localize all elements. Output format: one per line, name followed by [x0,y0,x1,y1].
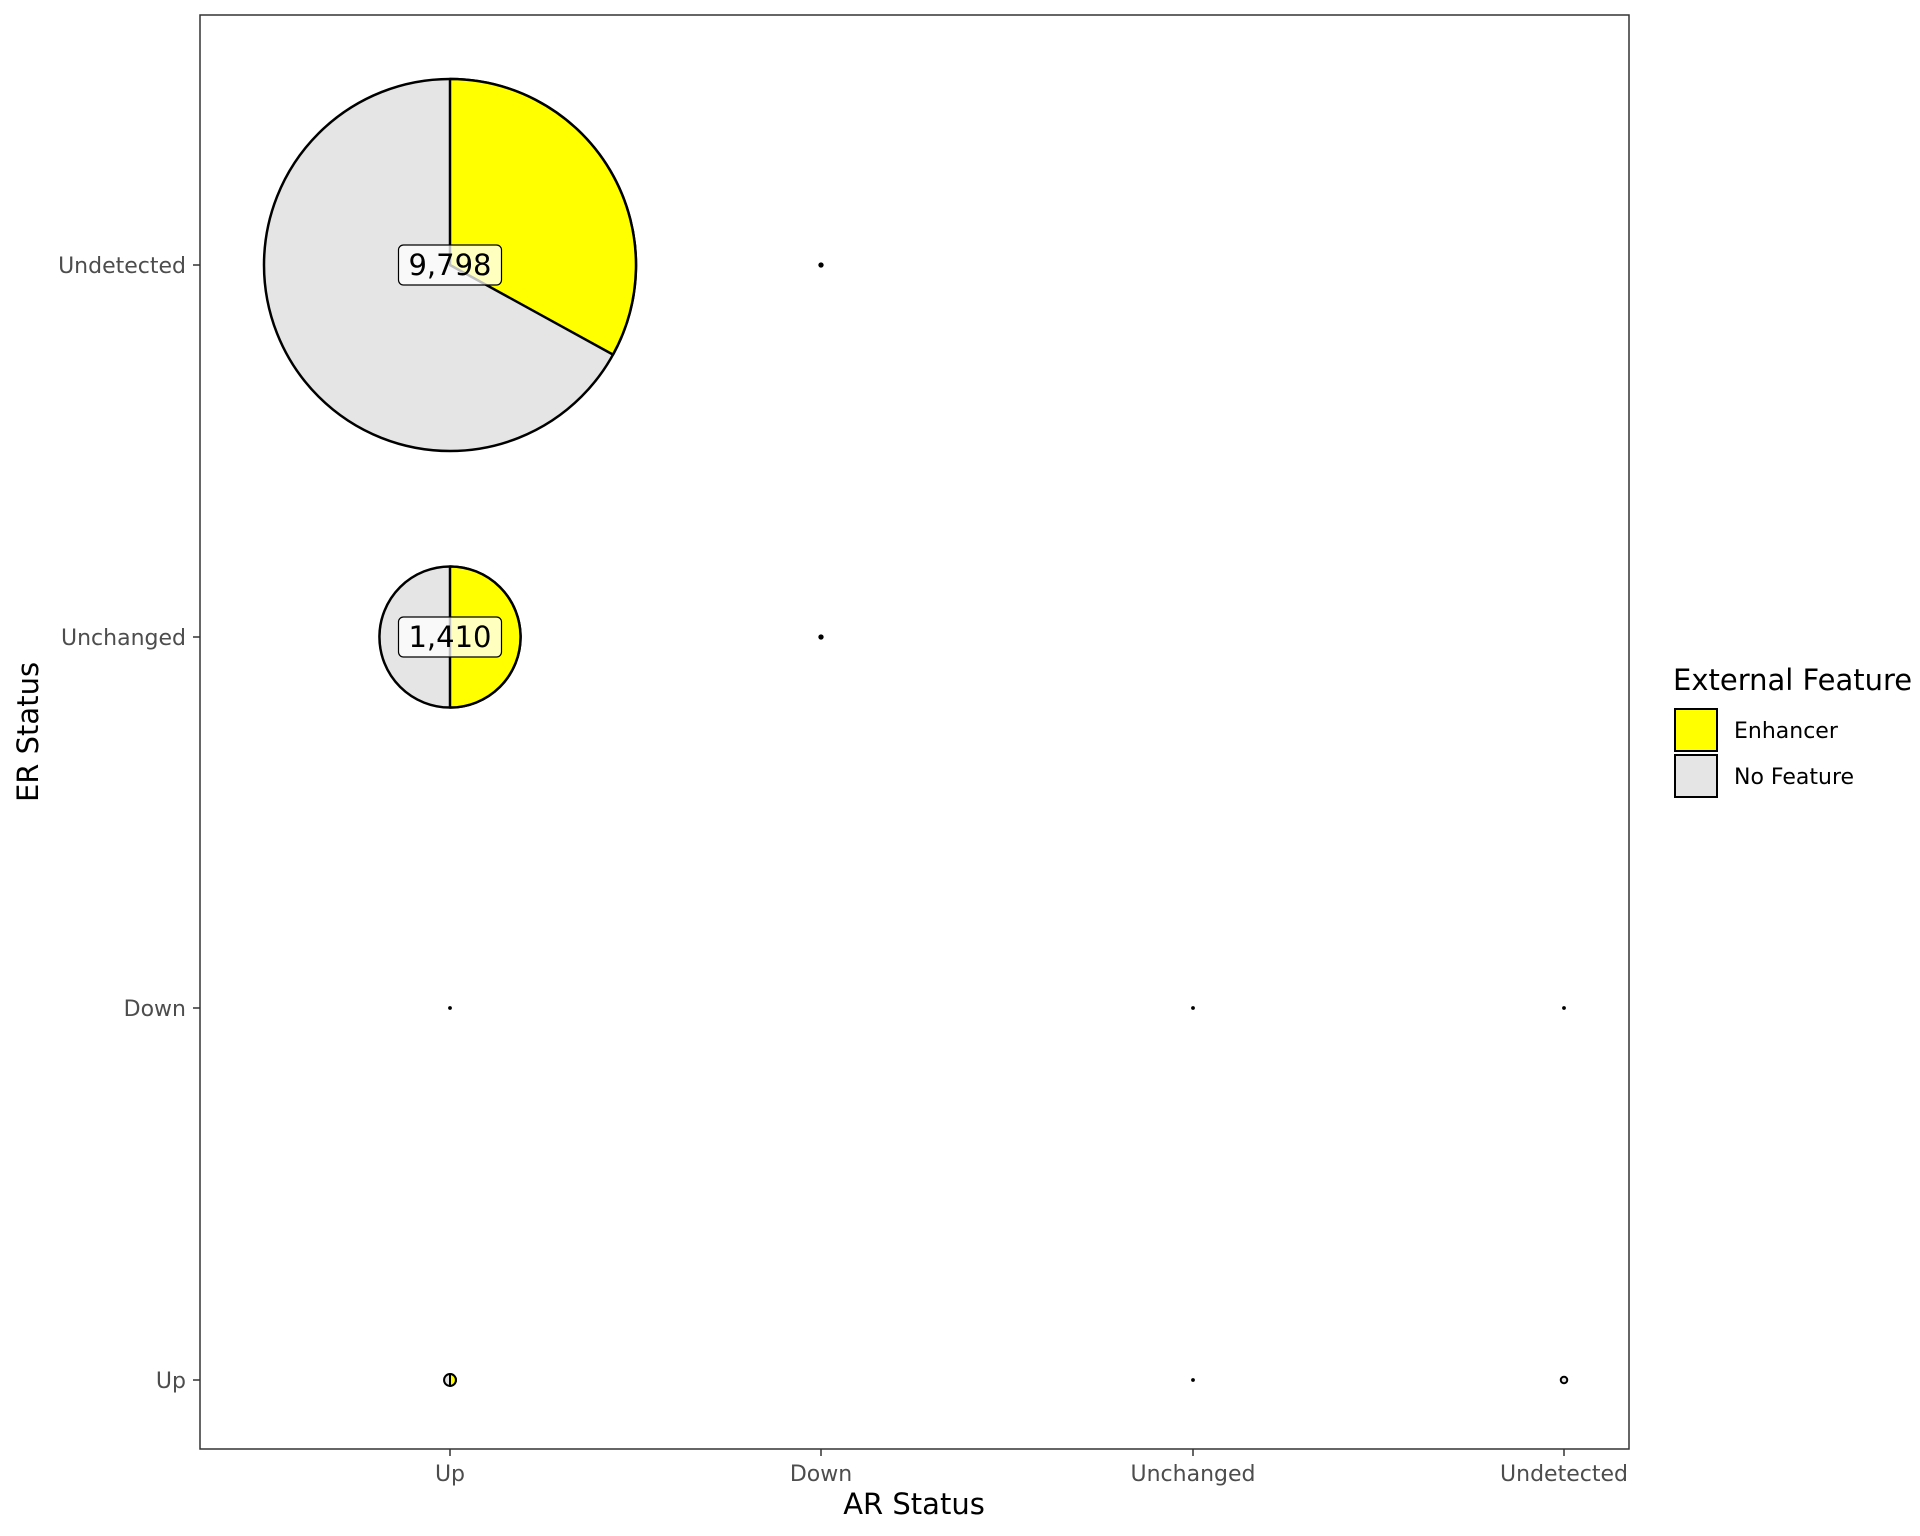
x-tick-label-up: Up [435,1462,465,1487]
data-label-box [397,616,503,658]
legend: External Feature Enhancer No Feature [1673,663,1912,798]
pie-dot [1191,1006,1195,1010]
legend-label-no-feature: No Feature [1734,765,1854,790]
pie-undetected-up [1559,1375,1569,1385]
y-tick-label-unchanged: Unchanged [61,626,186,651]
y-tick-label-up: Up [156,1369,186,1394]
slice-enhancer [449,1373,457,1387]
y-tick-label-undetected: Undetected [58,254,186,279]
x-tick-label-down: Down [790,1462,852,1487]
legend-key-enhancer [1674,708,1718,752]
pie-dot [1191,1378,1195,1382]
pie-down-unchanged [818,634,824,640]
data-labels: 9,798 1,410 [397,244,503,658]
slice-no-feature [1559,1375,1569,1385]
pie-unchanged-down [1191,1006,1195,1010]
pie-dot [1562,1006,1566,1010]
pie-dot [818,262,824,268]
legend-label-enhancer: Enhancer [1734,719,1839,744]
legend-key-no-feature [1674,754,1718,798]
data-label-text: 1,410 [408,620,491,654]
data-label-unchanged: 1,410 [397,616,503,658]
pie-undetected-down [1562,1006,1566,1010]
y-tick-label-down: Down [124,997,186,1022]
x-axis: Up Down Unchanged Undetected [435,1449,1628,1487]
pie-down-undetected [818,262,824,268]
slice-enhancer [448,77,638,356]
x-axis-title: AR Status [843,1487,985,1521]
data-label-text: 9,798 [408,248,491,282]
x-tick-label-unchanged: Unchanged [1131,1462,1256,1487]
pie-up-up [443,1373,457,1387]
pie-dot [448,1006,452,1010]
y-axis-title: ER Status [11,662,45,802]
legend-title: External Feature [1673,663,1912,697]
data-label-box [397,244,503,286]
data-label-undetected: 9,798 [397,244,503,286]
pie-unchanged-up [1191,1378,1195,1382]
y-axis: Up Down Unchanged Undetected [58,254,200,1394]
x-tick-label-undetected: Undetected [1500,1462,1628,1487]
pie-dot [818,634,824,640]
pie-up-down [448,1006,452,1010]
